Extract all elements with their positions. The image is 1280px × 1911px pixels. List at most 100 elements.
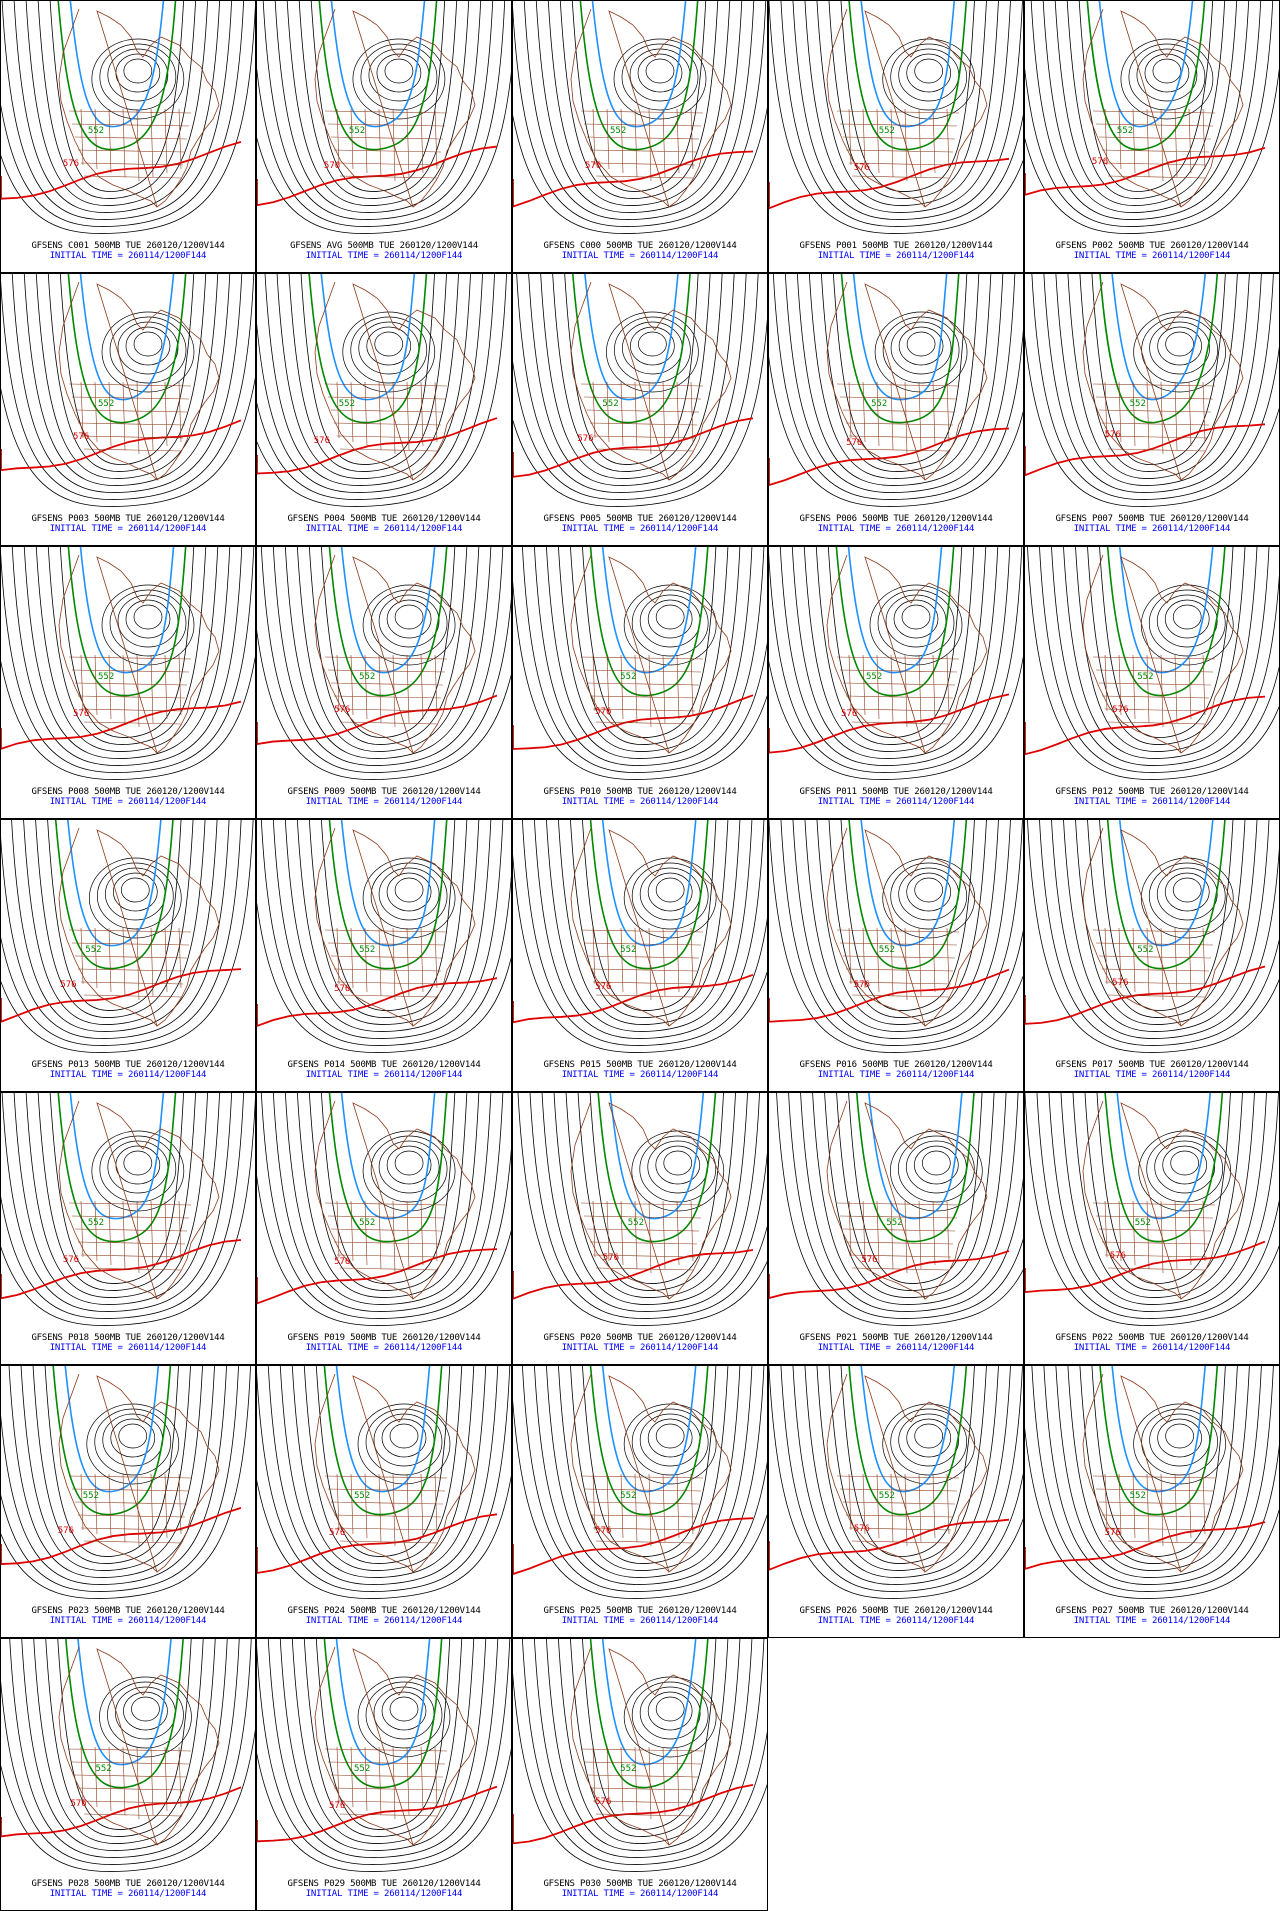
closed-low-contour	[639, 867, 701, 921]
contour-line	[13, 1, 220, 213]
contour-552-label: 552	[610, 126, 626, 136]
closed-low-contour	[889, 1130, 983, 1212]
coastline	[314, 827, 476, 1027]
closed-low-contour	[906, 53, 952, 93]
contour-line	[558, 820, 741, 1026]
contour-line	[534, 1366, 765, 1585]
coastline	[570, 554, 732, 754]
closed-low-contour	[1162, 1145, 1208, 1185]
contour-540-line	[860, 1, 956, 128]
contour-line	[1025, 1, 1274, 227]
ensemble-map-panel: 552 576 GFSENS P027 500MB TUE 260120/1200V…	[1024, 1365, 1280, 1638]
coastline	[826, 554, 988, 754]
contour-line	[840, 1, 975, 193]
contour-line	[257, 902, 511, 1053]
state-borders	[580, 1473, 704, 1547]
contour-line	[21, 1639, 228, 1851]
panel-title: GFSENS P030 500MB TUE 260120/1200V144	[543, 1879, 737, 1889]
contour-552-line	[57, 1, 177, 151]
contour-576-label: 576	[854, 1524, 870, 1534]
height-contour-map: 552 576	[769, 274, 1023, 507]
contour-line	[1063, 820, 1270, 1032]
ensemble-map-panel: 552 576 GFSENS P017 500MB TUE 260120/1200V…	[1024, 819, 1280, 1092]
contour-line	[513, 853, 767, 1053]
closed-low-contour	[874, 311, 968, 393]
contour-line	[828, 1366, 987, 1565]
contour-576-label: 576	[73, 432, 89, 442]
closed-low-contour	[394, 1150, 424, 1176]
closed-low-contour	[1138, 1130, 1232, 1212]
closed-low-contour	[357, 1676, 451, 1758]
coastline	[826, 8, 988, 208]
contour-552-label: 552	[354, 1764, 370, 1774]
contour-552-label: 552	[628, 1218, 644, 1228]
ensemble-map-panel: 552 576 GFSENS P008 500MB TUE 260120/1200V…	[0, 546, 256, 819]
coastline	[314, 8, 476, 208]
contour-line	[780, 1, 1023, 227]
closed-low-contour	[365, 1681, 443, 1749]
contour-552-line	[1104, 1093, 1224, 1243]
contour-line	[267, 1366, 499, 1585]
ensemble-map-panel: 552 576 GFSENS P009 500MB TUE 260120/1200V…	[256, 546, 512, 819]
contour-540-line	[609, 1093, 705, 1220]
closed-low-contour	[365, 1408, 443, 1476]
contour-line	[513, 106, 767, 234]
ensemble-map-panel: 552 576 GFSENS P025 500MB TUE 260120/1200V…	[512, 1365, 768, 1638]
closed-low-contour	[394, 604, 424, 630]
contour-line	[288, 274, 447, 473]
state-borders	[324, 381, 448, 455]
panel-initial-time: INITIAL TIME = 260114/1200F144	[561, 251, 719, 261]
panel-initial-time: INITIAL TIME = 260114/1200F144	[1073, 1616, 1231, 1626]
ensemble-map-panel: 552 576 GFSENS P018 500MB TUE 260120/1200V…	[0, 1092, 256, 1365]
contour-552-label: 552	[83, 1491, 99, 1501]
coastline	[570, 1373, 732, 1573]
contour-line	[35, 820, 194, 1019]
coastline	[58, 827, 220, 1027]
closed-low-contour	[893, 599, 939, 639]
height-contour-map: 552 576	[1025, 547, 1279, 780]
contour-line	[264, 274, 471, 486]
contour-552-label: 552	[620, 672, 636, 682]
contour-line	[589, 1093, 724, 1285]
coastline	[1082, 827, 1244, 1027]
contour-540-line	[69, 1093, 165, 1220]
contour-552-line	[318, 1, 438, 151]
ensemble-map-panel: 552 576 GFSENS AVG 500MB TUE 260120/1200V1…	[256, 0, 512, 273]
state-borders	[324, 1473, 448, 1547]
coastline	[826, 827, 988, 1027]
panel-initial-time: INITIAL TIME = 260114/1200F144	[1073, 1343, 1231, 1353]
contour-line	[1039, 547, 1279, 773]
panel-title: GFSENS P009 500MB TUE 260120/1200V144	[287, 787, 481, 797]
height-contour-map: 552 576	[1025, 1093, 1279, 1326]
contour-576-line	[257, 417, 498, 475]
state-borders	[580, 1746, 704, 1820]
contour-line	[1091, 1366, 1226, 1558]
contour-576-label: 576	[854, 980, 870, 990]
height-contour-map: 552 576	[1, 1366, 251, 1599]
contour-line	[1055, 1366, 1262, 1578]
closed-low-contour	[91, 1130, 185, 1212]
contour-576-label: 576	[585, 161, 601, 171]
contour-line	[303, 1366, 463, 1565]
contour-line	[792, 820, 1023, 1039]
contour-576-label: 576	[595, 1797, 611, 1807]
closed-low-contour	[1156, 867, 1218, 921]
panel-title: GFSENS P021 500MB TUE 260120/1200V144	[799, 1333, 993, 1343]
height-contour-map: 552 576	[513, 274, 767, 507]
contour-576-line	[1, 419, 242, 472]
contour-line	[1, 1639, 252, 1865]
panel-title: GFSENS P007 500MB TUE 260120/1200V144	[1055, 514, 1249, 524]
closed-low-contour	[901, 604, 931, 630]
panel-initial-time: INITIAL TIME = 260114/1200F144	[305, 251, 463, 261]
panel-title: GFSENS P012 500MB TUE 260120/1200V144	[1055, 787, 1249, 797]
contour-552-line	[835, 547, 955, 697]
coastline	[1082, 1100, 1244, 1300]
contour-576-label: 576	[841, 709, 857, 719]
contour-line	[535, 1, 743, 213]
closed-low-contour	[655, 1145, 701, 1185]
panel-title: GFSENS P002 500MB TUE 260120/1200V144	[1055, 241, 1249, 251]
panel-initial-time: INITIAL TIME = 260114/1200F144	[561, 1070, 719, 1080]
closed-low-contour	[898, 326, 944, 366]
contour-line	[808, 274, 992, 480]
